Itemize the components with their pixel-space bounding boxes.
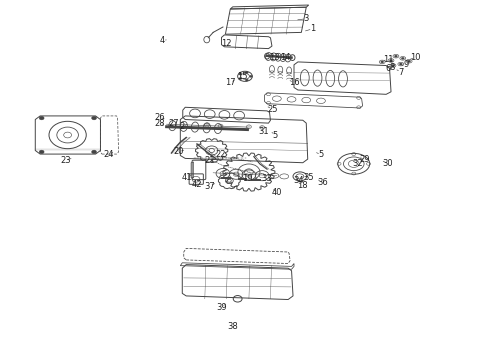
Text: 38: 38 xyxy=(227,322,238,331)
Text: 35: 35 xyxy=(303,174,314,183)
Text: 5: 5 xyxy=(318,150,323,159)
Text: 7: 7 xyxy=(398,68,403,77)
Text: 9: 9 xyxy=(403,60,408,69)
Circle shape xyxy=(394,55,397,57)
Text: 11: 11 xyxy=(383,55,393,64)
Text: 32: 32 xyxy=(352,159,363,168)
Text: 29: 29 xyxy=(360,156,370,164)
Text: 6: 6 xyxy=(386,64,391,73)
Circle shape xyxy=(39,150,44,154)
Circle shape xyxy=(92,150,97,154)
Text: 41: 41 xyxy=(182,173,193,182)
Text: 16: 16 xyxy=(289,78,299,87)
Circle shape xyxy=(92,116,97,120)
Polygon shape xyxy=(175,142,184,148)
Circle shape xyxy=(408,60,411,62)
Circle shape xyxy=(381,61,384,63)
Circle shape xyxy=(39,116,44,120)
Text: 21: 21 xyxy=(204,156,215,165)
Text: 13: 13 xyxy=(269,53,280,62)
Text: 2: 2 xyxy=(180,122,185,131)
Text: 17: 17 xyxy=(225,78,236,87)
Text: 25: 25 xyxy=(267,105,278,114)
Circle shape xyxy=(249,75,252,77)
Text: 1: 1 xyxy=(310,24,315,33)
Text: 31: 31 xyxy=(258,127,269,136)
Circle shape xyxy=(399,63,402,65)
Circle shape xyxy=(239,73,242,75)
Text: 19: 19 xyxy=(242,174,253,183)
Text: 14: 14 xyxy=(280,53,291,62)
Circle shape xyxy=(239,77,242,80)
Circle shape xyxy=(245,72,248,74)
Circle shape xyxy=(245,79,248,81)
Text: 24: 24 xyxy=(103,150,114,159)
Text: 33: 33 xyxy=(261,174,272,183)
Text: 3: 3 xyxy=(304,14,309,23)
Text: 15: 15 xyxy=(237,72,248,81)
Circle shape xyxy=(401,57,404,59)
Text: 5: 5 xyxy=(273,131,278,140)
Circle shape xyxy=(392,64,394,67)
Polygon shape xyxy=(180,138,190,142)
Text: 18: 18 xyxy=(297,181,308,190)
Polygon shape xyxy=(172,148,179,153)
Text: 37: 37 xyxy=(204,182,215,191)
Text: 12: 12 xyxy=(221,40,232,49)
Text: 40: 40 xyxy=(272,188,283,197)
Circle shape xyxy=(390,59,392,62)
Text: 4: 4 xyxy=(160,36,165,45)
Text: 22: 22 xyxy=(215,150,226,159)
Text: 27: 27 xyxy=(169,119,179,128)
Text: 26: 26 xyxy=(154,112,165,122)
Text: 39: 39 xyxy=(216,302,227,312)
Text: 10: 10 xyxy=(410,53,421,62)
Text: 20: 20 xyxy=(173,148,184,157)
Text: 23: 23 xyxy=(61,156,72,166)
Text: 36: 36 xyxy=(317,179,328,188)
Text: 42: 42 xyxy=(192,180,202,189)
Text: 28: 28 xyxy=(154,119,165,128)
Text: 8: 8 xyxy=(390,63,394,72)
Text: 34: 34 xyxy=(294,176,304,185)
Text: 30: 30 xyxy=(383,159,393,168)
